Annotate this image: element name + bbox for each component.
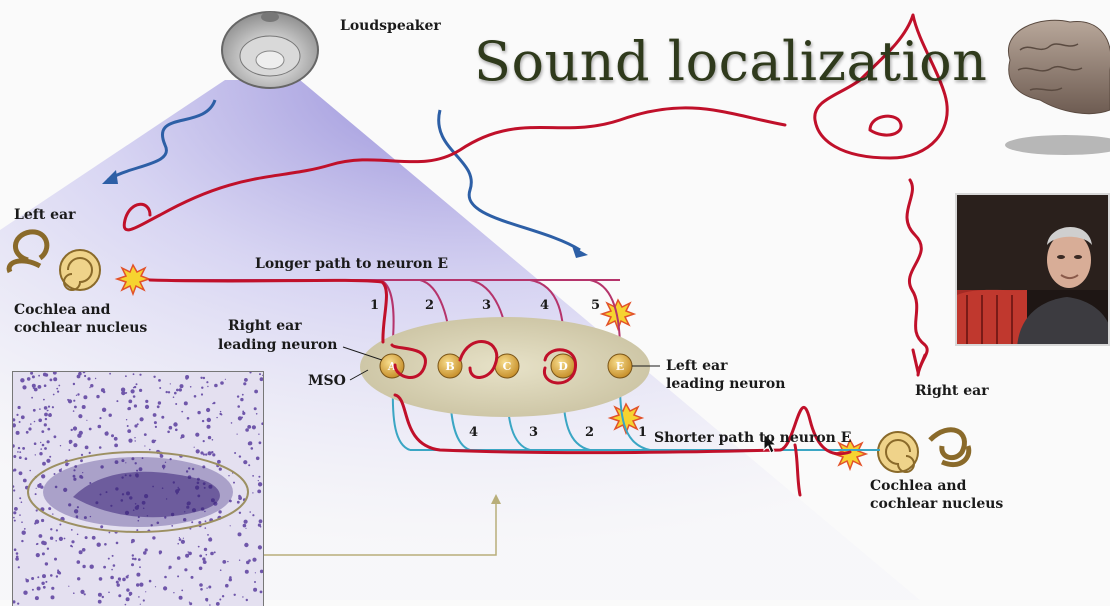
loudspeaker-label: Loudspeaker (340, 18, 441, 34)
path-number-bottom-2: 2 (585, 425, 594, 440)
loudspeaker-icon (221, 11, 319, 89)
path-number-top-5: 5 (591, 298, 600, 313)
svg-text:E: E (616, 360, 624, 373)
right-ear-icon (877, 427, 972, 473)
sound-wave-left (107, 99, 217, 182)
webcam-video (955, 193, 1110, 346)
page-title: Sound localization (474, 30, 988, 93)
svg-text:D: D (558, 360, 568, 373)
path-number-bottom-3: 3 (529, 425, 538, 440)
neuron-e: E (607, 353, 633, 379)
path-number-top-3: 3 (482, 298, 491, 313)
left-ear-leading-label-line2: leading neuron (666, 376, 786, 392)
right-ear-label: Right ear (915, 383, 989, 399)
left-ear-icon (6, 229, 101, 291)
mso-label: MSO (308, 373, 346, 389)
spark-icon (114, 263, 869, 472)
right-cochlea-label-line2: cochlear nucleus (870, 496, 1004, 512)
annotation-layer (122, 13, 949, 497)
right-cochlea-label-line1: Cochlea and (870, 478, 967, 494)
left-cochlea-label-line1: Cochlea and (14, 302, 111, 318)
longer-path-label: Longer path to neuron E (255, 256, 449, 272)
mouse-pointer (763, 432, 778, 454)
neuron-d: D (550, 353, 576, 379)
path-number-bottom-1: 1 (638, 425, 647, 440)
right-ear-leading-label-line2: leading neuron (218, 337, 338, 353)
path-number-bottom-4: 4 (469, 425, 478, 440)
sound-wave-right (437, 109, 581, 252)
shorter-path-label: Shorter path to neuron E (654, 430, 852, 446)
right-ear-leading-label-line1: Right ear (228, 318, 302, 334)
svg-text:A: A (387, 360, 397, 373)
svg-text:B: B (445, 360, 454, 373)
path-number-top-1: 1 (370, 298, 379, 313)
left-ear-label: Left ear (14, 207, 76, 223)
neuron-b: B (437, 353, 463, 379)
histology-image (12, 371, 264, 606)
neuron-c: C (494, 353, 520, 379)
neuron-group: A B C D E (379, 353, 633, 379)
left-cochlea-label-line2: cochlear nucleus (14, 320, 148, 336)
path-number-top-4: 4 (540, 298, 549, 313)
path-number-top-2: 2 (425, 298, 434, 313)
left-ear-leading-label-line1: Left ear (666, 358, 728, 374)
brain-icon (1005, 19, 1110, 155)
svg-text:C: C (503, 360, 512, 373)
